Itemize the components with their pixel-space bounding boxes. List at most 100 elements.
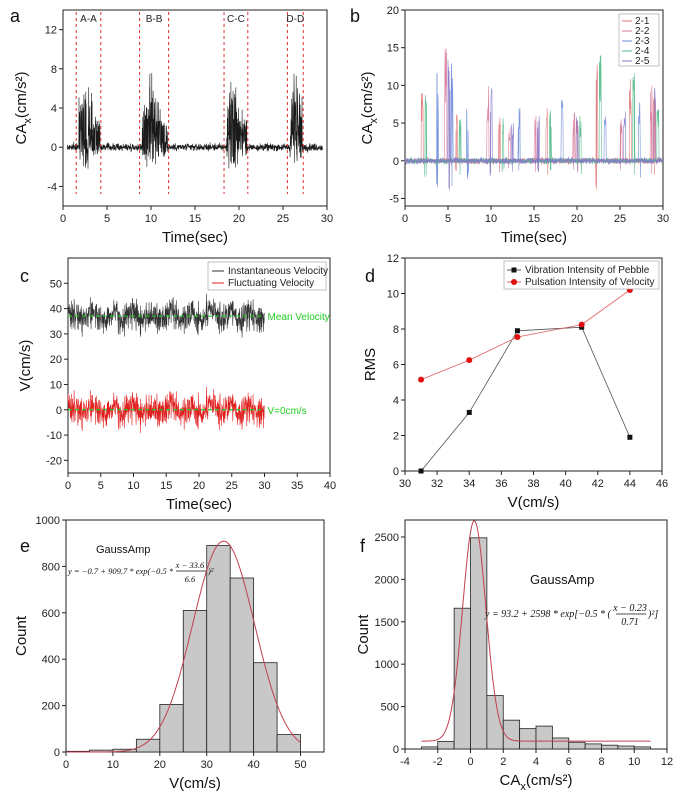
legend-entry: 2-1 [635, 16, 650, 27]
histogram-bar [206, 545, 231, 753]
x-tick-label: 10 [628, 756, 640, 768]
x-tick-label: 50 [294, 759, 306, 771]
x-axis-label: CAx(cm/s²) [500, 772, 573, 793]
y-tick-label: 2000 [375, 574, 399, 586]
data-point [578, 321, 585, 328]
x-tick-label: 35 [291, 480, 303, 492]
y-axis-label-unit: (cm/s²) [13, 72, 30, 119]
y-axis-label-sub: x [368, 118, 380, 124]
series-2-1 [404, 64, 663, 190]
section-label: D-D [286, 14, 304, 25]
y-tick-label: 20 [387, 5, 399, 17]
x-tick-label: 0 [402, 213, 408, 225]
panel-label: b [350, 6, 360, 26]
y-axis-label-sub: x [22, 118, 34, 124]
y-tick-label: 10 [387, 289, 399, 301]
y-tick-label: 400 [42, 654, 60, 666]
x-axis-label-sub: x [520, 781, 526, 793]
x-tick-label: 2 [500, 756, 506, 768]
fit-title: GaussAmp [96, 544, 150, 556]
x-tick-label: 40 [560, 478, 572, 490]
legend-marker [511, 267, 517, 273]
plot-frame [404, 519, 668, 750]
histogram-bar [182, 610, 208, 753]
x-axis-label: Time(sec) [501, 229, 567, 246]
x-tick-label: 0 [63, 759, 69, 771]
x-tick-label: 0 [467, 756, 473, 768]
histogram-bar [551, 737, 570, 750]
y-axis-label: V(cm/s) [17, 340, 34, 392]
instantaneous-velocity-series [67, 293, 265, 338]
mean-velocity-label: Mean Velocity [268, 312, 330, 323]
x-tick-label: 25 [614, 213, 626, 225]
zero-velocity-label: V=0cm/s [268, 406, 307, 417]
x-tick-label: 38 [527, 478, 539, 490]
x-tick-label: 46 [656, 478, 668, 490]
fit-equation-denominator: 0.71 [621, 617, 639, 628]
x-tick-label: 20 [571, 213, 583, 225]
x-tick-label: 8 [598, 756, 604, 768]
fit-equation-suffix: )² [207, 566, 214, 576]
y-tick-label: 0 [56, 405, 62, 417]
gauss-fit-curve [421, 520, 651, 742]
x-axis-label-unit: (cm/s²) [526, 772, 573, 789]
y-tick-label: 0 [54, 747, 60, 759]
histogram-bar [486, 695, 504, 750]
fit-title: GaussAmp [530, 572, 594, 587]
x-tick-label: 34 [463, 478, 475, 490]
x-axis-label: V(cm/s) [169, 775, 221, 792]
x-tick-label: 12 [661, 756, 673, 768]
y-tick-label: 40 [50, 304, 62, 316]
y-axis-label-unit: (cm/s²) [359, 72, 376, 119]
x-tick-label: 10 [127, 480, 139, 492]
panel-label: a [10, 6, 21, 26]
legend-box [207, 261, 327, 291]
y-tick-label: 50 [50, 278, 62, 290]
x-tick-label: 44 [624, 478, 636, 490]
x-tick-label: 5 [445, 213, 451, 225]
x-tick-label: 0 [60, 213, 66, 225]
panel-label: f [360, 536, 366, 556]
series-2-5 [404, 59, 663, 191]
x-tick-label: 15 [528, 213, 540, 225]
y-axis-label: Count [13, 615, 30, 656]
y-tick-label: 0 [393, 156, 399, 168]
fit-equation-numerator: x − 33.6 [175, 560, 205, 570]
data-point [627, 434, 633, 440]
fit-equation-numerator: x − 0.23 [612, 603, 647, 614]
y-tick-label: 1000 [375, 659, 399, 671]
panel-c-chart: 0 5 10 15 20 25 30 35 40 -20 -10 0 10 20 30 40 50 Mean Ve… [17, 257, 336, 513]
histogram-bar [420, 746, 439, 750]
panel-label: e [20, 536, 30, 556]
x-tick-label: 15 [160, 480, 172, 492]
histogram-bar [633, 746, 652, 750]
y-tick-label: 8 [393, 324, 399, 336]
fit-equation-prefix: y = 93.2 + 2598 * exp[−0.5 * ( [484, 609, 611, 620]
x-tick-label: 30 [399, 478, 411, 490]
x-tick-label: 5 [104, 213, 110, 225]
y-axis-label: RMS [362, 348, 379, 381]
x-tick-label: 40 [324, 480, 336, 492]
legend-box [503, 260, 660, 290]
y-tick-label: 6 [393, 360, 399, 372]
y-tick-label: -4 [47, 181, 57, 193]
x-tick-label: 20 [193, 480, 205, 492]
x-tick-label: 30 [258, 480, 270, 492]
x-axis-label: V(cm/s) [508, 494, 560, 511]
panel-label: c [20, 266, 29, 286]
y-axis-label: CAx(cm/s²) [359, 72, 380, 145]
x-tick-label: 20 [154, 759, 166, 771]
histogram-bar [253, 662, 278, 753]
data-point [418, 468, 424, 474]
fit-equation-suffix: )²] [647, 609, 658, 620]
gauss-fit-curve [66, 540, 301, 753]
y-axis-label: CAx(cm/s²) [13, 72, 34, 145]
x-tick-label: -2 [433, 756, 443, 768]
x-tick-label: 10 [107, 759, 119, 771]
y-tick-label: 4 [51, 103, 57, 115]
histogram-bar [519, 728, 537, 750]
panel-label: d [365, 266, 375, 286]
histogram-bar [470, 537, 488, 750]
x-tick-label: 0 [65, 480, 71, 492]
